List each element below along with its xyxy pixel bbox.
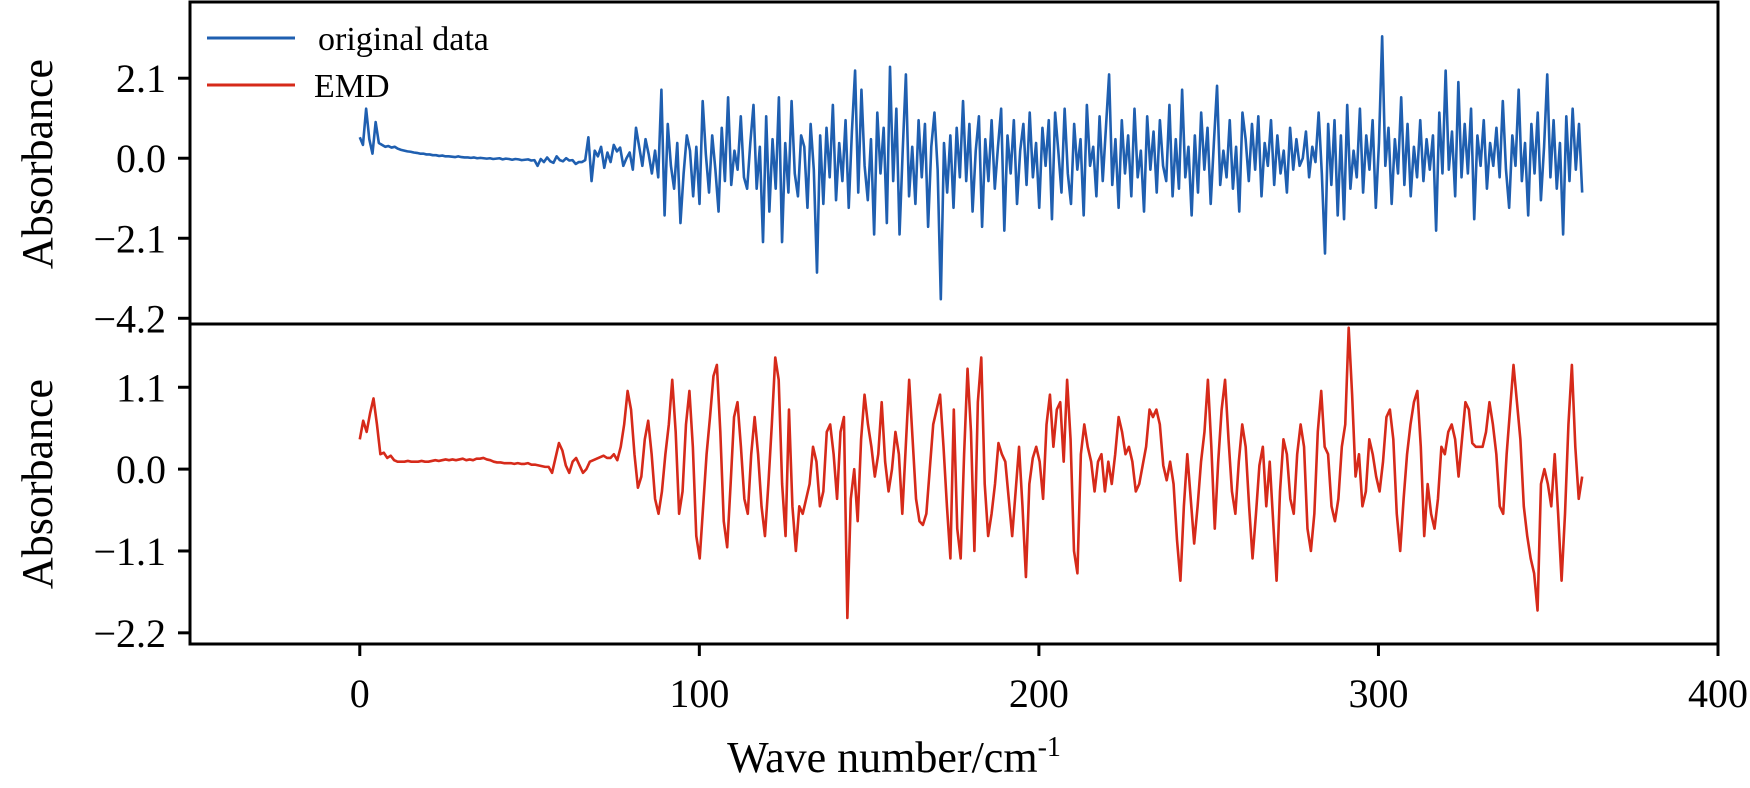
ytick-label: −4.2 [93,296,166,341]
legend-label-original: original data [318,21,489,58]
bottom-yaxis: 1.1 0.0 −1.1 −2.2 [93,365,190,656]
ytick-label: 0.0 [116,447,166,492]
bottom-series-layer [358,326,1584,620]
top-panel: 2.1 0.0 −2.1 −4.2 Absorbance original data … [13,0,1720,341]
ytick-label: −1.1 [93,529,166,574]
top-yaxis: 2.1 0.0 −2.1 −4.2 [93,56,190,341]
xtick-label: 200 [1009,671,1069,716]
top-ylabel: Absorbance [13,59,62,269]
xaxis: 0 100 200 300 400 [350,644,1748,716]
xtick-label: 300 [1348,671,1408,716]
ytick-label: 0.0 [116,136,166,181]
xtick-label: 400 [1688,671,1748,716]
xlabel: Wave number/cm-1 [727,732,1061,782]
xtick-label: 100 [669,671,729,716]
ytick-label: 2.1 [116,56,166,101]
xlabel-superscript: -1 [1038,732,1061,763]
xtick-label: 0 [350,671,370,716]
top-series-layer [358,34,1584,301]
series-line-original-data [358,34,1584,301]
legend: original data EMD [207,21,489,105]
bottom-panel-frame [188,322,1720,646]
bottom-ylabel: Absorbance [13,379,62,589]
ytick-label: −2.2 [93,611,166,656]
legend-label-emd: EMD [314,68,390,105]
ytick-label: 1.1 [116,365,166,410]
series-line-emd [358,326,1584,620]
ytick-label: −2.1 [93,216,166,261]
bottom-panel: 1.10.0−1.1−2.2 0 100 200 300 400 Absorbance … [13,322,1748,782]
